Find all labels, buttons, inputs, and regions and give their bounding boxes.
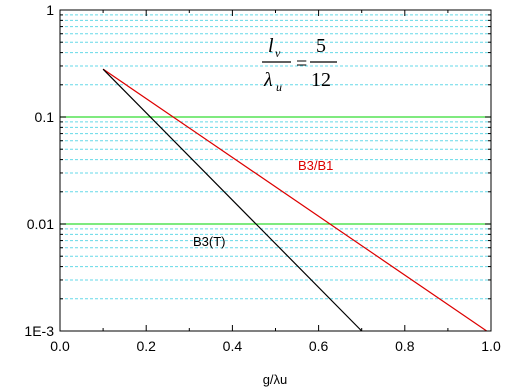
x-tick-label: 0.4	[223, 338, 243, 354]
y-tick-label: 0.1	[35, 109, 55, 125]
series-line-b3-t	[102, 68, 363, 332]
axis-ticks	[59, 9, 492, 332]
x-tick-label: 1.0	[481, 338, 501, 354]
equation-equals: =	[296, 53, 307, 75]
tick-labels: 0.0 0.2 0.4 0.6 0.8 1.0 1E-3 0.01 0.1 1	[24, 2, 501, 354]
equation-numerator-subscript: v	[275, 46, 281, 60]
y-tick-label: 0.01	[27, 216, 54, 232]
series-line-b3-b1	[102, 68, 488, 332]
equation-value-denominator: 12	[311, 69, 331, 91]
x-tick-label: 0.6	[309, 338, 329, 354]
equation-numerator-symbol: l	[268, 35, 274, 57]
series-label-b3-b1: B3/B1	[298, 158, 333, 173]
equation-denominator-symbol: λ	[263, 69, 273, 91]
x-tick-label: 0.8	[395, 338, 415, 354]
grid	[60, 14, 491, 300]
x-tick-label: 0.2	[136, 338, 156, 354]
y-tick-label: 1E-3	[24, 323, 54, 339]
series-label-b3-t: B3(T)	[193, 234, 226, 249]
equation-annotation: l v λ u = 5 12	[262, 35, 337, 94]
x-axis-title: g/λu	[263, 372, 288, 387]
equation-denominator-subscript: u	[276, 80, 282, 94]
equation-value-numerator: 5	[316, 35, 326, 57]
series-lines	[102, 68, 488, 332]
y-tick-label: 1	[46, 2, 54, 18]
x-tick-label: 0.0	[50, 338, 70, 354]
